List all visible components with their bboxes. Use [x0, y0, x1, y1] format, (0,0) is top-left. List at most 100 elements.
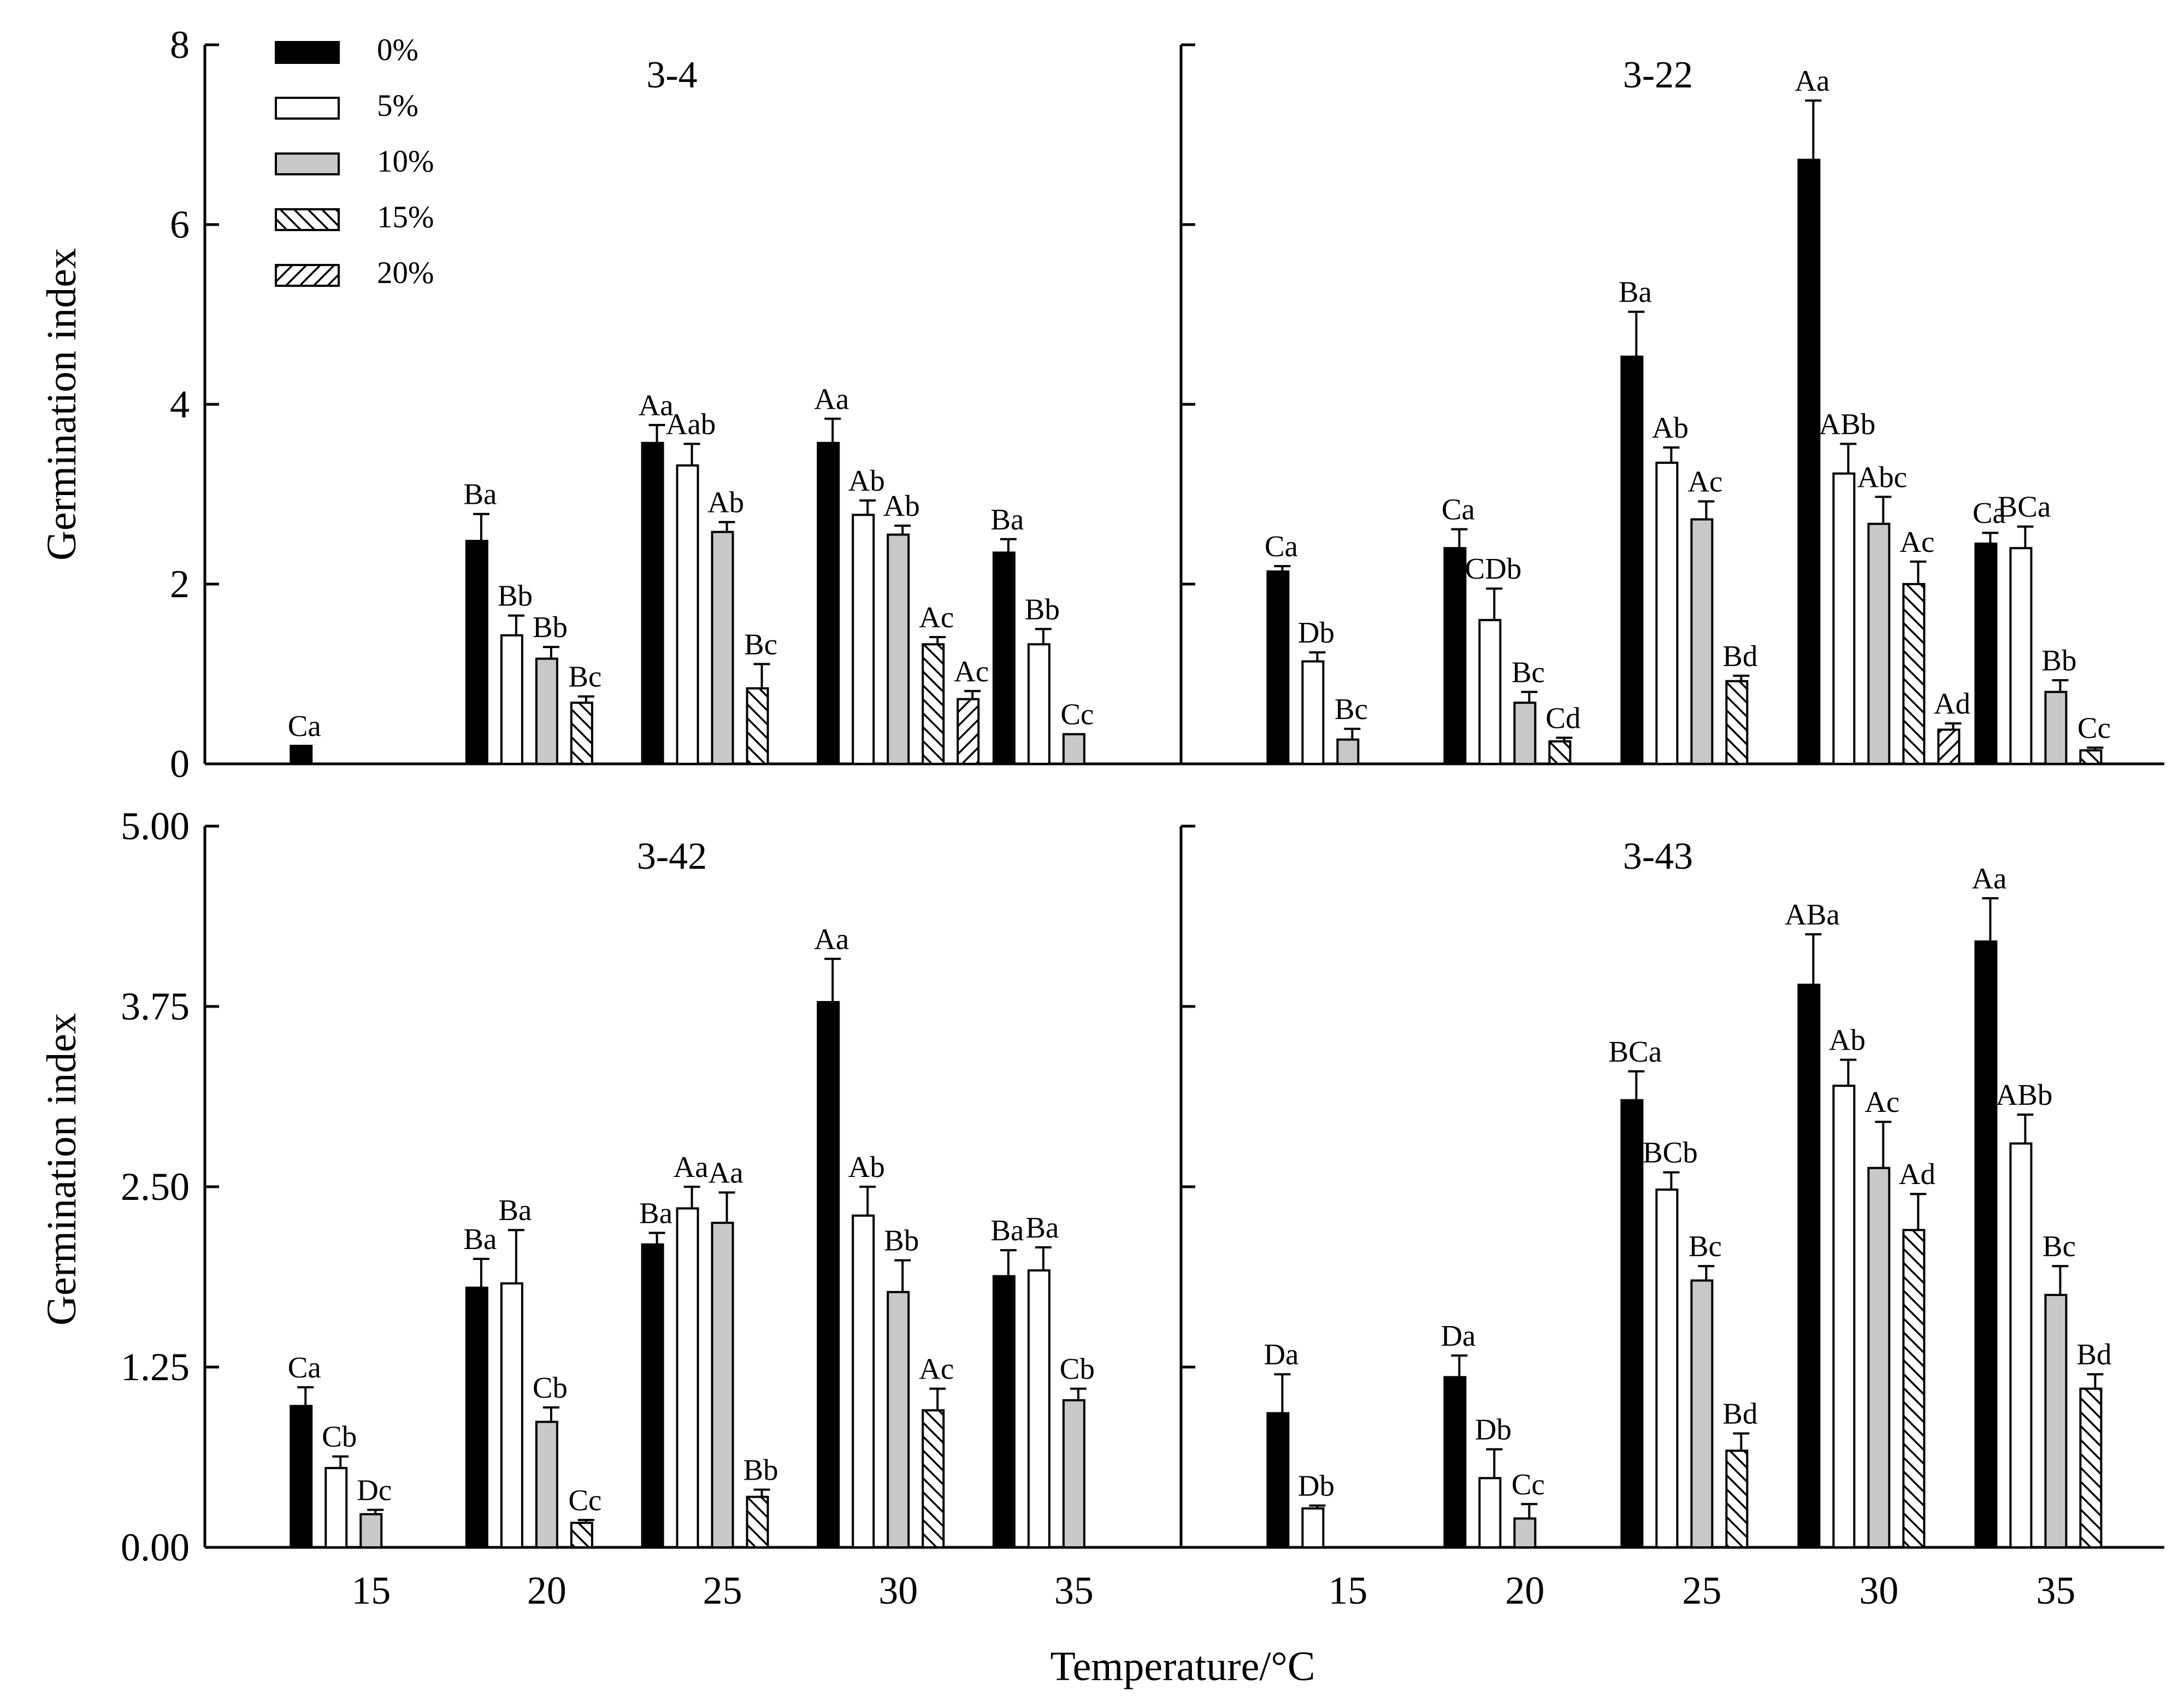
bar	[746, 687, 769, 765]
x-tick-label: 25	[1682, 1569, 1721, 1612]
bar	[887, 533, 910, 765]
significance-label: Ab	[707, 485, 744, 519]
bar	[711, 531, 734, 765]
bar	[1902, 1229, 1926, 1548]
significance-label: Db	[1475, 1412, 1512, 1446]
significance-label: Aa	[639, 388, 674, 422]
bar	[500, 1282, 523, 1548]
bar	[676, 1207, 699, 1549]
significance-label: Ad	[1934, 687, 1970, 720]
significance-label: Ac	[1864, 1085, 1899, 1118]
bar	[852, 514, 875, 765]
bar	[641, 1243, 664, 1549]
significance-label: Da	[1441, 1319, 1475, 1352]
bar	[817, 1001, 840, 1548]
significance-label: Bd	[1722, 1397, 1757, 1430]
legend-item: 15%	[275, 200, 434, 234]
bar	[535, 657, 558, 765]
legend-label: 15%	[377, 200, 434, 234]
significance-label: Cc	[1060, 698, 1094, 731]
bar	[290, 745, 313, 765]
significance-label: Bb	[2041, 644, 2076, 677]
legend-item: 10%	[275, 144, 434, 179]
significance-label: Bc	[744, 627, 777, 661]
legend-swatch	[275, 208, 340, 231]
significance-label: Da	[1264, 1338, 1298, 1371]
significance-label: ABb	[1996, 1078, 2052, 1111]
y-axis-label-top: Germination index	[39, 248, 85, 561]
x-tick-label: 30	[1859, 1569, 1898, 1612]
bar	[1867, 522, 1891, 765]
panel-3-4: 024683-4CaBaBbBbBcAaAabAbBcAaAbAbAcAcBaB…	[170, 23, 1181, 786]
bar	[922, 1409, 945, 1548]
x-tick-label: 15	[351, 1569, 391, 1612]
significance-label: Bb	[533, 610, 568, 644]
panel-title: 3-42	[637, 835, 707, 877]
significance-label: Aab	[666, 407, 716, 440]
bar	[641, 441, 664, 765]
legend-swatch	[275, 152, 340, 175]
y-tick-label: 0.00	[121, 1526, 190, 1569]
significance-label: Ba	[463, 478, 497, 511]
y-tick-label: 1.25	[121, 1345, 190, 1389]
significance-label: ABb	[1819, 407, 1875, 440]
bar	[1336, 738, 1360, 765]
bar	[676, 464, 699, 765]
legend-item: 20%	[275, 256, 434, 290]
bar	[817, 441, 840, 765]
x-tick-label: 35	[1054, 1569, 1094, 1612]
bar	[1478, 619, 1502, 765]
legend: 0% 5% 10% 15% 20%	[275, 33, 434, 290]
significance-label: Ba	[1619, 275, 1652, 309]
significance-label: Cc	[2077, 711, 2111, 744]
significance-label: Ac	[1899, 525, 1934, 558]
significance-label: Ca	[1265, 529, 1298, 563]
panel-3-42: 0.001.252.503.755.003-42CaCbDc15BaBaCbCc…	[121, 804, 1181, 1612]
bar	[1655, 461, 1679, 765]
bar	[535, 1421, 558, 1549]
significance-label: Ab	[848, 1150, 885, 1183]
x-tick-label: 25	[703, 1569, 742, 1612]
bar	[1832, 1085, 1856, 1548]
panel-title: 3-4	[646, 54, 697, 96]
significance-label: Bc	[2043, 1229, 2076, 1263]
bar	[324, 1466, 348, 1549]
significance-label: Aa	[1971, 862, 2006, 895]
significance-label: Db	[1298, 1469, 1335, 1502]
significance-label: Cb	[322, 1420, 357, 1453]
bar	[852, 1214, 875, 1549]
bar	[1301, 1507, 1325, 1548]
legend-item: 0%	[275, 33, 418, 67]
legend-item: 5%	[275, 89, 418, 123]
significance-label: Ab	[883, 489, 920, 522]
bar	[992, 1275, 1016, 1548]
bar	[1062, 1399, 1085, 1548]
x-tick-label: 20	[527, 1569, 566, 1612]
bar	[2009, 1142, 2033, 1549]
bar	[1443, 1376, 1467, 1548]
y-tick-label: 4	[170, 382, 190, 426]
bar	[465, 540, 488, 765]
significance-label: Ba	[463, 1222, 497, 1256]
significance-label: Aa	[814, 922, 849, 956]
significance-label: Bb	[498, 579, 533, 612]
significance-label: Bd	[2076, 1338, 2111, 1371]
bar	[1974, 940, 1998, 1548]
y-tick-label: 2	[170, 562, 190, 606]
bar	[1266, 570, 1290, 765]
significance-label: Bb	[884, 1224, 919, 1257]
significance-label: BCb	[1643, 1136, 1698, 1169]
y-tick-label: 3.75	[121, 985, 190, 1028]
significance-label: Ac	[1687, 465, 1722, 498]
significance-label: Bc	[1689, 1229, 1722, 1263]
significance-label: Aa	[1795, 64, 1829, 97]
bar	[1902, 583, 1926, 765]
y-tick-label: 8	[170, 23, 190, 67]
bar	[992, 551, 1016, 765]
bar	[1725, 680, 1749, 765]
bar	[1443, 547, 1467, 765]
bar	[570, 702, 593, 765]
legend-label: 5%	[377, 89, 418, 123]
bar	[2009, 547, 2033, 765]
